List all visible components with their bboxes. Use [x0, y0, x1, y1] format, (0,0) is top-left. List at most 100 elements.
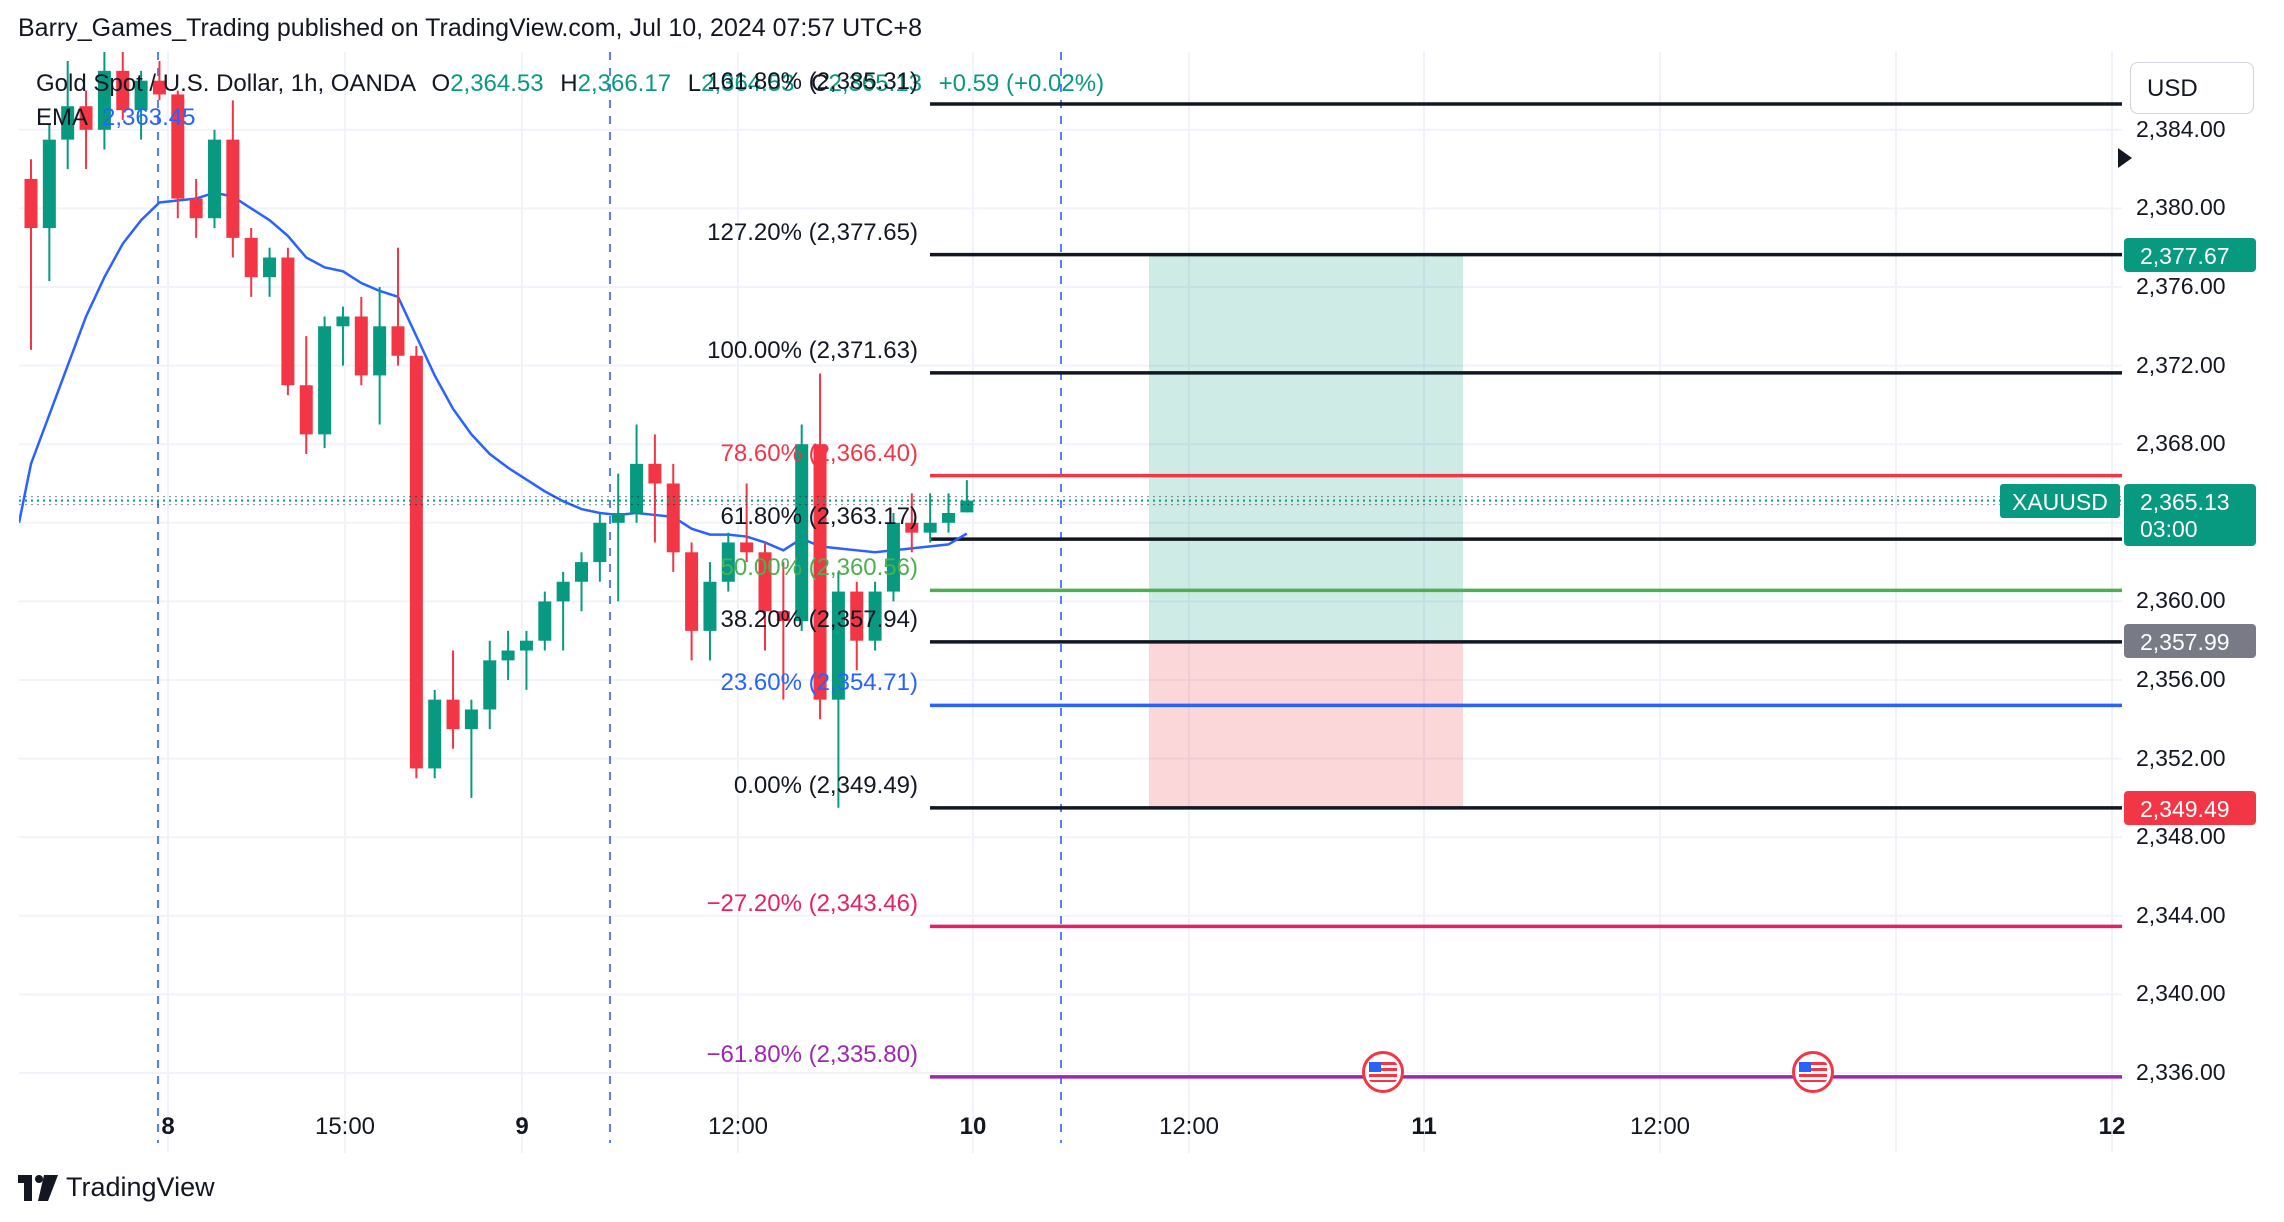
time-axis-label: 12:00: [1158, 1113, 1220, 1140]
high-value: 2,366.17: [577, 70, 672, 97]
candle-body: [409, 355, 423, 769]
candle-body: [391, 326, 405, 356]
candle-body: [886, 522, 900, 592]
bearish-candle: [409, 345, 423, 779]
candle-body: [740, 542, 754, 553]
bullish-candle: [923, 493, 937, 543]
bullish-candle: [263, 247, 277, 297]
candle-body: [703, 581, 717, 631]
us-flag-event-icon[interactable]: [1792, 1051, 1834, 1093]
bullish-candle: [886, 512, 900, 602]
chart-area[interactable]: [19, 52, 2122, 1153]
candle-body: [42, 139, 56, 229]
candle-body: [79, 106, 93, 130]
ema-legend[interactable]: EMA 2,363.45: [36, 104, 195, 132]
bearish-candle: [758, 542, 772, 651]
us-flag-event-icon[interactable]: [1362, 1051, 1404, 1093]
target-price-badge: 2,377.67: [2124, 238, 2256, 272]
candle-body: [519, 640, 533, 651]
bearish-candle: [171, 90, 185, 219]
candle-body: [281, 257, 295, 386]
candle-body: [685, 552, 699, 631]
fib-level-label: 61.80% (2,363.17): [720, 503, 918, 531]
tradingview-logo[interactable]: TradingView: [18, 1172, 215, 1203]
tradingview-logo-icon: [18, 1174, 58, 1201]
fib-level-label: 100.00% (2,371.63): [707, 336, 918, 364]
bearish-candle: [685, 542, 699, 661]
loss-zone: [1149, 640, 1463, 808]
candle-body: [960, 500, 974, 513]
candle-body: [226, 139, 240, 238]
chart-svg[interactable]: [19, 52, 2122, 1153]
bullish-candle: [501, 630, 515, 680]
price-axis-label: 2,344.00: [2136, 901, 2226, 928]
candle-body: [923, 522, 937, 533]
candle-body: [354, 316, 368, 376]
candle-body: [24, 178, 38, 229]
bearish-candle: [648, 434, 662, 543]
brand-name: TradingView: [66, 1172, 215, 1202]
bearish-candle: [244, 228, 258, 297]
candle-body: [152, 80, 166, 95]
bullish-candle: [960, 480, 974, 513]
low-label: L: [687, 70, 702, 97]
current-price-badge: 2,365.13 03:00: [2124, 484, 2256, 546]
bullish-candle: [208, 129, 221, 229]
price-axis-label: 2,372.00: [2136, 351, 2226, 378]
time-axis-label: 9: [515, 1113, 529, 1140]
candle-body: [758, 552, 772, 612]
fib-level-label: −61.80% (2,335.80): [706, 1040, 919, 1068]
scroll-arrow-icon[interactable]: [2118, 148, 2132, 168]
position-zones: [1149, 254, 1463, 808]
fib-level-label: 50.00% (2,360.56): [720, 554, 918, 582]
grid-lines: [19, 52, 2122, 1153]
session-separators: [157, 52, 1062, 1143]
candle-body: [666, 483, 680, 553]
currency-button[interactable]: USD: [2130, 62, 2254, 114]
candle-body: [61, 106, 75, 140]
ema-value: 2,363.45: [102, 104, 196, 131]
bullish-candle: [336, 306, 350, 366]
high-label: H: [560, 70, 578, 97]
bearish-candle: [666, 463, 680, 572]
ema-label: EMA: [36, 104, 89, 131]
fibonacci-lines: [930, 102, 2122, 1079]
time-axis-label: 8: [161, 1113, 175, 1140]
bearish-candle: [189, 178, 203, 238]
candle-body: [575, 562, 588, 582]
candle-body: [813, 444, 827, 700]
candle-body: [538, 601, 552, 641]
bullish-candle: [795, 424, 809, 631]
candle-body: [868, 591, 882, 641]
bullish-candle: [42, 123, 56, 282]
bullish-candle: [575, 552, 588, 612]
candle-body: [776, 611, 790, 622]
candle-body: [318, 326, 332, 435]
bullish-candle: [318, 316, 332, 449]
fib-level-label: 38.20% (2,357.94): [720, 605, 918, 633]
candle-body: [208, 139, 221, 219]
bullish-candle: [61, 61, 75, 170]
candle-body: [244, 237, 258, 278]
ohlc-header: Gold Spot / U.S. Dollar, 1h, OANDA O2,36…: [36, 70, 1104, 98]
price-axis-label: 2,384.00: [2136, 115, 2226, 142]
bullish-candle: [611, 473, 625, 602]
bearish-candle: [905, 493, 919, 553]
fib-level-label: 0.00% (2,349.49): [733, 771, 918, 799]
profit-zone: [1149, 254, 1463, 641]
candle-body: [556, 581, 570, 602]
candle-body: [464, 709, 478, 730]
bearish-candle: [152, 61, 166, 101]
price-axis-label: 2,360.00: [2136, 587, 2226, 614]
bearish-candle: [813, 373, 827, 720]
bullish-candle: [868, 581, 882, 651]
bullish-candle: [134, 70, 148, 140]
bearish-candle: [776, 562, 790, 700]
open-value: 2,364.53: [450, 70, 544, 97]
symbol-title[interactable]: Gold Spot / U.S. Dollar, 1h, OANDA: [36, 70, 415, 97]
candle-body: [446, 699, 460, 730]
candle-body: [905, 522, 919, 533]
fib-level-label: 78.60% (2,366.40): [720, 439, 918, 467]
candle-body: [263, 257, 277, 278]
fib-level-label: 161.80% (2,385.31): [707, 68, 918, 96]
